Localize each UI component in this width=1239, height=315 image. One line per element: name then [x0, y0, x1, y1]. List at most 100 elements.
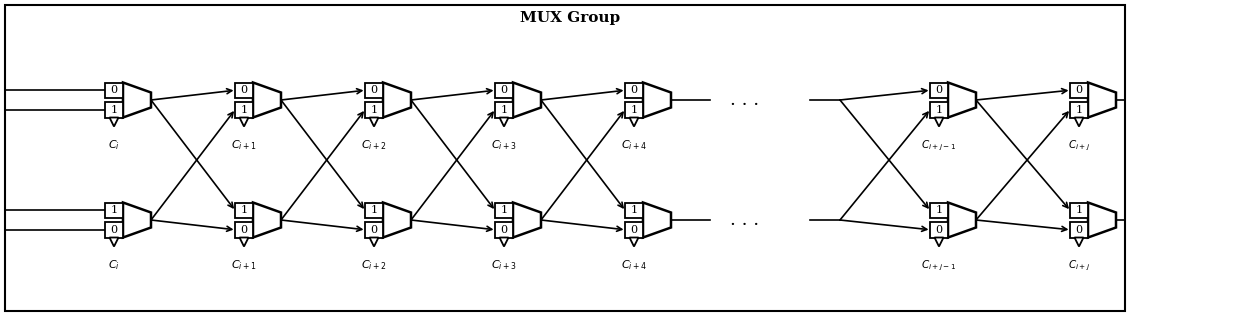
Text: $C_{i+j-1}$: $C_{i+j-1}$: [922, 259, 957, 273]
Polygon shape: [934, 117, 944, 127]
Text: 1: 1: [631, 205, 638, 215]
Polygon shape: [513, 203, 541, 238]
Text: $C_{i}$: $C_{i}$: [108, 259, 120, 272]
Polygon shape: [123, 203, 151, 238]
Polygon shape: [499, 238, 508, 247]
Text: $C_{i+j-1}$: $C_{i+j-1}$: [922, 139, 957, 153]
FancyBboxPatch shape: [496, 83, 513, 98]
Polygon shape: [643, 83, 672, 117]
FancyBboxPatch shape: [105, 83, 123, 98]
FancyBboxPatch shape: [624, 203, 643, 218]
Polygon shape: [1088, 83, 1116, 117]
Polygon shape: [1088, 203, 1116, 238]
Polygon shape: [369, 117, 378, 127]
Text: 0: 0: [1075, 225, 1083, 235]
FancyBboxPatch shape: [235, 102, 253, 117]
Text: 1: 1: [631, 105, 638, 115]
Text: $C_{i}$: $C_{i}$: [108, 139, 120, 152]
FancyBboxPatch shape: [496, 203, 513, 218]
Text: $C_{i+3}$: $C_{i+3}$: [491, 259, 517, 272]
FancyBboxPatch shape: [1070, 222, 1088, 238]
Text: 1: 1: [240, 105, 248, 115]
FancyBboxPatch shape: [5, 5, 1125, 311]
Polygon shape: [948, 83, 976, 117]
Text: . . .: . . .: [731, 211, 760, 229]
FancyBboxPatch shape: [235, 222, 253, 238]
Text: 0: 0: [110, 225, 118, 235]
Polygon shape: [1074, 117, 1083, 127]
Text: 1: 1: [370, 205, 378, 215]
Polygon shape: [383, 83, 411, 117]
Text: 0: 0: [631, 85, 638, 95]
Polygon shape: [239, 117, 249, 127]
Polygon shape: [383, 203, 411, 238]
Text: $C_{i+1}$: $C_{i+1}$: [232, 259, 256, 272]
Polygon shape: [239, 238, 249, 247]
FancyBboxPatch shape: [624, 83, 643, 98]
Text: $C_{i+4}$: $C_{i+4}$: [621, 259, 647, 272]
Polygon shape: [109, 238, 119, 247]
Text: 0: 0: [370, 85, 378, 95]
FancyBboxPatch shape: [624, 102, 643, 117]
FancyBboxPatch shape: [624, 222, 643, 238]
FancyBboxPatch shape: [1070, 83, 1088, 98]
FancyBboxPatch shape: [496, 222, 513, 238]
FancyBboxPatch shape: [930, 83, 948, 98]
Polygon shape: [253, 203, 281, 238]
Polygon shape: [109, 117, 119, 127]
Text: $C_{i+j}$: $C_{i+j}$: [1068, 259, 1090, 273]
Text: 0: 0: [370, 225, 378, 235]
FancyBboxPatch shape: [366, 83, 383, 98]
Text: 1: 1: [935, 105, 943, 115]
Polygon shape: [513, 83, 541, 117]
Text: 1: 1: [501, 105, 508, 115]
Text: 1: 1: [1075, 205, 1083, 215]
Text: $C_{i+3}$: $C_{i+3}$: [491, 139, 517, 152]
FancyBboxPatch shape: [105, 102, 123, 117]
Text: 0: 0: [501, 225, 508, 235]
Text: 0: 0: [1075, 85, 1083, 95]
Text: $C_{i+2}$: $C_{i+2}$: [362, 139, 387, 152]
FancyBboxPatch shape: [105, 222, 123, 238]
Polygon shape: [948, 203, 976, 238]
Text: 1: 1: [1075, 105, 1083, 115]
Text: 1: 1: [240, 205, 248, 215]
Text: 1: 1: [501, 205, 508, 215]
Text: . . .: . . .: [731, 91, 760, 109]
Polygon shape: [499, 117, 508, 127]
FancyBboxPatch shape: [930, 203, 948, 218]
Text: 0: 0: [631, 225, 638, 235]
Text: $C_{i+j}$: $C_{i+j}$: [1068, 139, 1090, 153]
FancyBboxPatch shape: [366, 203, 383, 218]
Polygon shape: [629, 117, 638, 127]
Text: 0: 0: [935, 85, 943, 95]
Text: 0: 0: [240, 225, 248, 235]
FancyBboxPatch shape: [496, 102, 513, 117]
FancyBboxPatch shape: [930, 102, 948, 117]
FancyBboxPatch shape: [366, 222, 383, 238]
Text: 0: 0: [110, 85, 118, 95]
FancyBboxPatch shape: [1070, 102, 1088, 117]
FancyBboxPatch shape: [235, 203, 253, 218]
Polygon shape: [253, 83, 281, 117]
Polygon shape: [934, 238, 944, 247]
Polygon shape: [369, 238, 378, 247]
FancyBboxPatch shape: [235, 83, 253, 98]
Text: 0: 0: [240, 85, 248, 95]
FancyBboxPatch shape: [105, 203, 123, 218]
Text: MUX Group: MUX Group: [520, 11, 620, 25]
FancyBboxPatch shape: [366, 102, 383, 117]
Text: 0: 0: [935, 225, 943, 235]
Text: 1: 1: [110, 105, 118, 115]
FancyBboxPatch shape: [1070, 203, 1088, 218]
Text: 1: 1: [935, 205, 943, 215]
Text: 0: 0: [501, 85, 508, 95]
Polygon shape: [629, 238, 638, 247]
Text: 1: 1: [370, 105, 378, 115]
Polygon shape: [643, 203, 672, 238]
Text: $C_{i+2}$: $C_{i+2}$: [362, 259, 387, 272]
Text: $C_{i+4}$: $C_{i+4}$: [621, 139, 647, 152]
Polygon shape: [1074, 238, 1083, 247]
Text: 1: 1: [110, 205, 118, 215]
Text: $C_{i+1}$: $C_{i+1}$: [232, 139, 256, 152]
